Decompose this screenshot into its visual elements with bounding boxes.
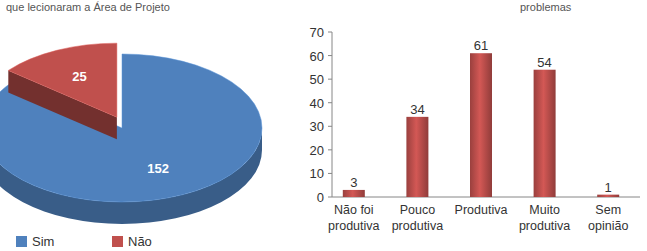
- y-tick: [328, 197, 332, 198]
- chart-title: problemas: [520, 1, 572, 13]
- pie-slice: [8, 43, 117, 139]
- legend-swatch: [16, 236, 27, 247]
- x-tick-label: Pouco produtiva: [392, 203, 443, 233]
- y-tick-label: 30: [310, 119, 324, 134]
- x-tick-label-line: produtiva: [392, 219, 443, 233]
- y-tick-label: 10: [310, 166, 324, 181]
- x-tick-label-line: opinião: [588, 219, 628, 233]
- bar: [534, 70, 556, 197]
- y-tick-label: 60: [310, 49, 324, 64]
- bar: [406, 117, 428, 197]
- data-label: 61: [474, 38, 488, 53]
- chart-canvas: que lecionaram a Área de Projeto 152 25 Sim…: [0, 0, 647, 251]
- bars: [343, 53, 619, 197]
- y-tick: [328, 32, 332, 33]
- x-tick-label-line: produtiva: [519, 219, 570, 233]
- data-label: 3: [350, 175, 357, 190]
- x-tick-label-line: produtiva: [328, 219, 379, 233]
- y-tick: [328, 79, 332, 80]
- y-tick-label: 20: [310, 143, 324, 158]
- x-tick-label-line: Não foi: [334, 203, 374, 217]
- bar: [597, 195, 619, 197]
- x-tick-label-line: Pouco: [400, 203, 435, 217]
- x-tick-label-line: Produtiva: [455, 203, 508, 217]
- data-label: 25: [72, 69, 86, 84]
- x-tick-label: Produtiva: [455, 203, 508, 217]
- x-tick-label: Sem opinião: [588, 203, 628, 233]
- y-tick-label: 0: [317, 190, 324, 205]
- y-tick: [328, 126, 332, 127]
- x-tick-label-line: Sem: [595, 203, 621, 217]
- data-label: 34: [410, 102, 424, 117]
- y-tick: [328, 149, 332, 150]
- y-tick-label: 50: [310, 72, 324, 87]
- bar: [343, 190, 365, 197]
- legend-label: Sim: [32, 234, 54, 249]
- pie-slice-top: [8, 43, 117, 117]
- data-label: 1: [605, 180, 612, 195]
- data-label: 152: [147, 161, 169, 176]
- y-axis: [332, 32, 333, 197]
- y-tick-label: 70: [310, 25, 324, 40]
- x-tick-label-line: Muito: [529, 203, 560, 217]
- legend-label: Não: [128, 234, 152, 249]
- y-tick: [328, 55, 332, 56]
- bar: [470, 53, 492, 197]
- x-tick-label: Muito produtiva: [519, 203, 570, 233]
- chart-title: que lecionaram a Área de Projeto: [6, 1, 170, 13]
- legend-swatch: [112, 236, 123, 247]
- data-label: 54: [537, 55, 551, 70]
- y-tick: [328, 173, 332, 174]
- x-tick-label: Não foi produtiva: [328, 203, 379, 233]
- y-tick-label: 40: [310, 96, 324, 111]
- y-tick: [328, 102, 332, 103]
